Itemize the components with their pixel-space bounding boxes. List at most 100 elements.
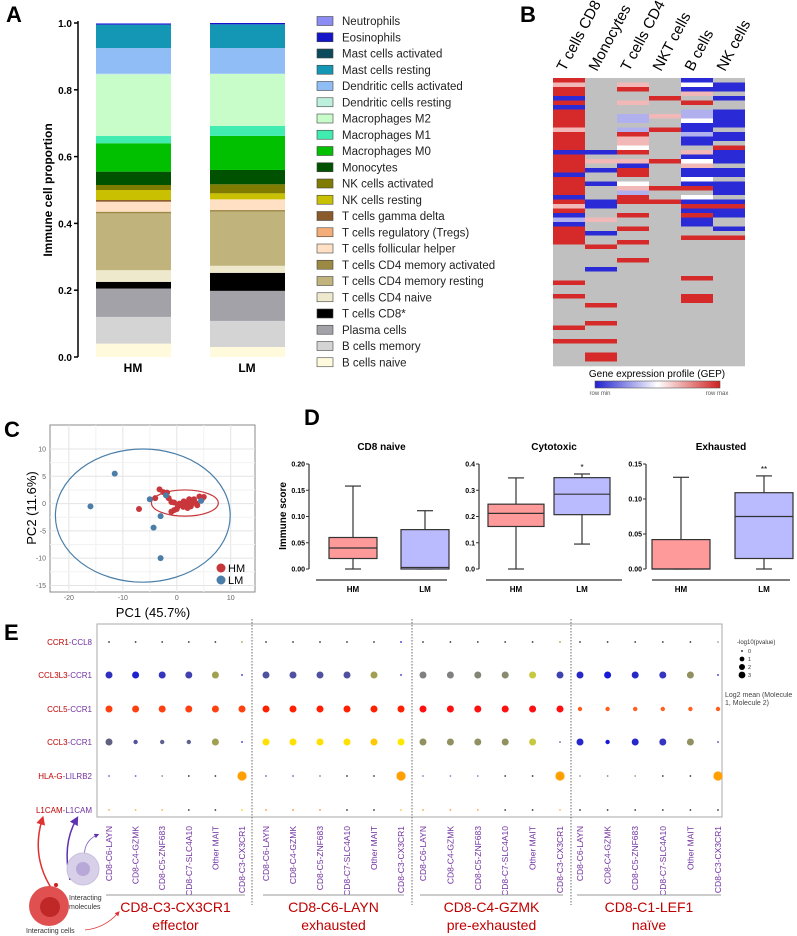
panel-d-boxplots: D Immune score CD8 naive 0.00 0.05 0.10 0.15…: [278, 405, 794, 594]
interaction-dot: [501, 705, 509, 713]
heatmap-cell: [617, 231, 649, 236]
interaction-dot: [422, 809, 424, 811]
interaction-dot: [289, 738, 297, 746]
heatmap-cell: [649, 312, 681, 317]
bar-segment-1-21: [210, 346, 285, 357]
column-label: CD8-C4-GZMK: [288, 826, 298, 884]
bar-segment-1-1: [210, 23, 285, 25]
interaction-dot: [346, 775, 348, 777]
column-label: CD8-C7-SLC4A10: [184, 826, 194, 896]
bar-segment-1-17: [210, 265, 285, 273]
heatmap-cell: [553, 330, 585, 335]
bar-segment-0-5: [96, 73, 171, 75]
heatmap-cell: [713, 150, 745, 155]
bar-segment-0-17: [96, 270, 171, 282]
heatmap-cell: [553, 226, 585, 232]
heatmap-cell: [585, 141, 617, 146]
legend-label: NK cells resting: [342, 195, 422, 207]
heatmap-cell: [681, 321, 713, 326]
heatmap-cell: [649, 190, 681, 196]
heatmap-cell: [681, 163, 713, 169]
heatmap-cell: [713, 285, 745, 290]
heatmap-cell: [681, 145, 713, 151]
interaction-dot: [211, 671, 219, 679]
heatmap-cell: [553, 150, 585, 155]
heatmap-cell: [649, 271, 681, 277]
size-legend-title: -log10(pvalue): [737, 640, 775, 646]
interaction-dot: [579, 809, 581, 811]
legend-swatch: [316, 308, 334, 319]
receptor-name: CCR1: [70, 705, 92, 714]
legend-swatch: [316, 194, 334, 205]
heatmap-cell: [713, 325, 745, 331]
box-hm: [487, 503, 545, 528]
y-tick-label: 0.6: [58, 153, 72, 164]
heatmap-cell: [649, 195, 681, 200]
heatmap-cell: [553, 100, 585, 106]
receptor-name: CCR1: [70, 738, 92, 747]
interaction-dot: [158, 705, 166, 713]
legend-label: Macrophages M2: [342, 114, 431, 126]
interaction-dot: [446, 671, 454, 679]
interaction-dot: [396, 771, 406, 781]
heatmap-cell: [649, 208, 681, 214]
bar-segment-0-0: [96, 23, 171, 24]
heatmap-cell: [585, 127, 617, 133]
panel-label-e: E: [4, 620, 19, 645]
interaction-dot: [634, 641, 637, 643]
heatmap-cell: [585, 190, 617, 196]
heatmap-cell: [681, 190, 713, 196]
heatmap-cell: [681, 123, 713, 128]
heatmap-cell: [617, 325, 649, 331]
legend-swatch: [316, 146, 334, 156]
heatmap-cell: [617, 343, 649, 349]
heatmap-cell: [713, 217, 745, 223]
heatmap-cell: [681, 141, 713, 146]
heatmap-cell: [649, 78, 681, 83]
heatmap-cell: [553, 195, 585, 200]
row-label: CCL3L3-CCR1: [38, 671, 92, 680]
legend-swatch: [316, 113, 334, 124]
heatmap-cell: [617, 258, 649, 263]
heatmap-cell: [649, 87, 681, 92]
interaction-dot: [316, 671, 324, 679]
y-tick-label: 0.8: [58, 86, 72, 97]
heatmap-cell: [713, 96, 745, 101]
interaction-dot: [501, 738, 509, 746]
heatmap-cell: [713, 235, 745, 241]
boxplot-title: Cytotoxic: [531, 442, 577, 453]
heatmap-cell: [713, 289, 745, 295]
interaction-dot: [265, 775, 267, 777]
heatmap-cell: [617, 271, 649, 277]
heatmap-cell: [553, 127, 585, 133]
heatmap-cell: [617, 339, 649, 344]
heatmap-cell: [553, 289, 585, 295]
heatmap-cell: [713, 154, 745, 160]
interaction-dot: [686, 671, 694, 679]
heatmap-cell: [681, 280, 713, 286]
heatmap-cell: [553, 105, 585, 110]
heatmap-cell: [617, 213, 649, 218]
heatmap-cell: [553, 154, 585, 160]
interaction-dot: [262, 705, 270, 713]
heatmap-cell: [713, 271, 745, 277]
heatmap-cell: [553, 204, 585, 209]
heatmap-cell: [585, 339, 617, 344]
interaction-dot: [606, 641, 609, 643]
interaction-dot: [262, 671, 270, 679]
interaction-dot: [689, 641, 692, 643]
heatmap-cell: [553, 249, 585, 254]
heatmap-cell: [553, 114, 585, 119]
separator: -: [63, 772, 66, 781]
column-label: CD8-C5-ZNF683: [157, 826, 167, 891]
heatmap-cell: [585, 222, 617, 227]
heatmap-cell: [649, 186, 681, 191]
heatmap-cell: [617, 114, 649, 119]
heatmap-cell: [585, 276, 617, 281]
heatmap-cell: [649, 289, 681, 295]
legend-label: T cells follicular helper: [342, 244, 456, 256]
x-tick-label: 10: [227, 595, 235, 602]
separator: -: [68, 671, 71, 680]
heatmap-cell: [681, 208, 713, 214]
panel-label-d: D: [304, 405, 320, 430]
